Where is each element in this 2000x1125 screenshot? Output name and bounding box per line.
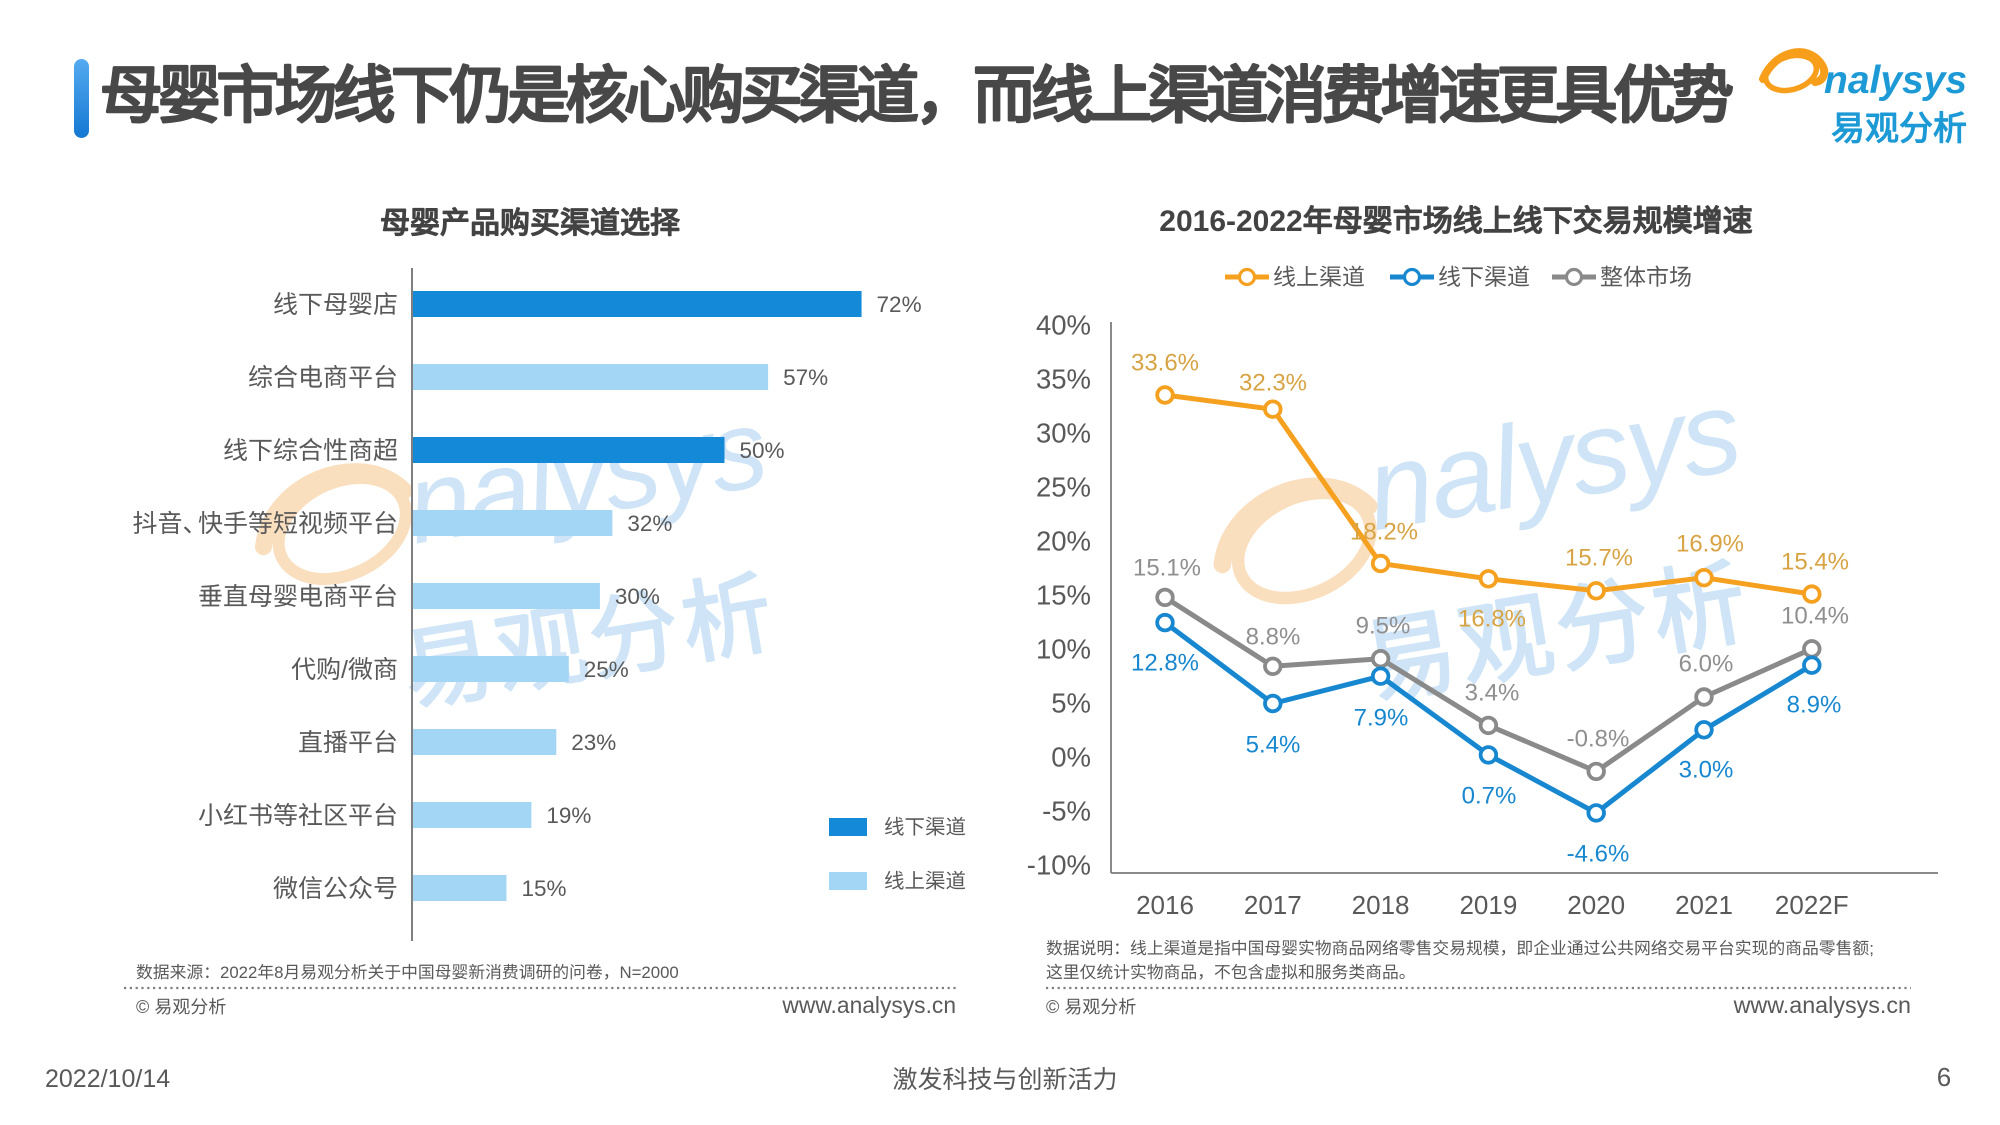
- svg-text:32%: 32%: [627, 511, 672, 536]
- svg-text:-5%: -5%: [1042, 796, 1091, 827]
- svg-text:50%: 50%: [740, 438, 785, 463]
- svg-text:25%: 25%: [584, 657, 629, 682]
- svg-text:30%: 30%: [615, 584, 660, 609]
- svg-text:-0.8%: -0.8%: [1567, 726, 1630, 753]
- svg-text:2017: 2017: [1244, 890, 1302, 920]
- svg-text:8: 8: [274, 963, 283, 982]
- svg-text:20%: 20%: [1036, 526, 1091, 557]
- svg-text:2022: 2022: [220, 963, 257, 982]
- svg-text:2022/10/14: 2022/10/14: [45, 1065, 170, 1093]
- svg-text:57%: 57%: [783, 365, 828, 390]
- svg-text:2016: 2016: [1136, 890, 1194, 920]
- svg-text:-10%: -10%: [1027, 850, 1091, 881]
- svg-text:5%: 5%: [1051, 688, 1091, 719]
- svg-text:©: ©: [1046, 997, 1059, 1017]
- svg-text:32.3%: 32.3%: [1239, 370, 1307, 397]
- svg-text:25%: 25%: [1036, 472, 1091, 503]
- svg-text:33.6%: 33.6%: [1131, 350, 1199, 377]
- svg-text:2021: 2021: [1675, 890, 1733, 920]
- svg-text:72%: 72%: [877, 292, 922, 317]
- svg-text:15%: 15%: [521, 876, 566, 901]
- svg-text:15.4%: 15.4%: [1781, 549, 1849, 576]
- svg-text:2018: 2018: [1352, 890, 1410, 920]
- svg-text:3.4%: 3.4%: [1465, 680, 1520, 707]
- svg-text:40%: 40%: [1036, 310, 1091, 341]
- svg-text:www.analysys.cn: www.analysys.cn: [1733, 992, 1911, 1018]
- svg-text:3.0%: 3.0%: [1679, 757, 1734, 784]
- svg-text:16.8%: 16.8%: [1458, 606, 1526, 633]
- svg-text:8.9%: 8.9%: [1787, 692, 1842, 719]
- svg-text:16.9%: 16.9%: [1676, 531, 1744, 558]
- svg-text:N=2000: N=2000: [620, 963, 679, 982]
- svg-text:5.4%: 5.4%: [1246, 732, 1301, 759]
- svg-text:0%: 0%: [1051, 742, 1091, 773]
- svg-text:35%: 35%: [1036, 364, 1091, 395]
- svg-text:-4.6%: -4.6%: [1567, 841, 1630, 868]
- svg-text:30%: 30%: [1036, 418, 1091, 449]
- svg-text:2020: 2020: [1567, 890, 1625, 920]
- svg-text:6: 6: [1937, 1062, 1951, 1092]
- svg-text:7.9%: 7.9%: [1354, 705, 1409, 732]
- svg-text:©: ©: [136, 997, 149, 1017]
- svg-text:9.5%: 9.5%: [1356, 613, 1411, 640]
- svg-text:/: /: [341, 656, 348, 684]
- svg-text:2019: 2019: [1459, 890, 1517, 920]
- svg-text:10%: 10%: [1036, 634, 1091, 665]
- svg-text:15.1%: 15.1%: [1133, 555, 1201, 582]
- svg-text:8.8%: 8.8%: [1246, 624, 1301, 651]
- svg-text:2022F: 2022F: [1775, 890, 1849, 920]
- svg-text:2016-2022: 2016-2022: [1159, 205, 1302, 238]
- svg-text:18.2%: 18.2%: [1350, 519, 1418, 546]
- svg-text:www.analysys.cn: www.analysys.cn: [781, 992, 956, 1018]
- svg-text:;: ;: [1869, 939, 1874, 958]
- svg-text:10.4%: 10.4%: [1781, 603, 1849, 630]
- svg-text:6.0%: 6.0%: [1679, 651, 1734, 678]
- svg-text:15.7%: 15.7%: [1565, 545, 1633, 572]
- svg-text:12.8%: 12.8%: [1131, 650, 1199, 677]
- svg-text:15%: 15%: [1036, 580, 1091, 611]
- svg-text:0.7%: 0.7%: [1462, 783, 1517, 810]
- svg-text:19%: 19%: [546, 803, 591, 828]
- svg-text:nalysys: nalysys: [1824, 59, 1967, 102]
- svg-text:23%: 23%: [571, 730, 616, 755]
